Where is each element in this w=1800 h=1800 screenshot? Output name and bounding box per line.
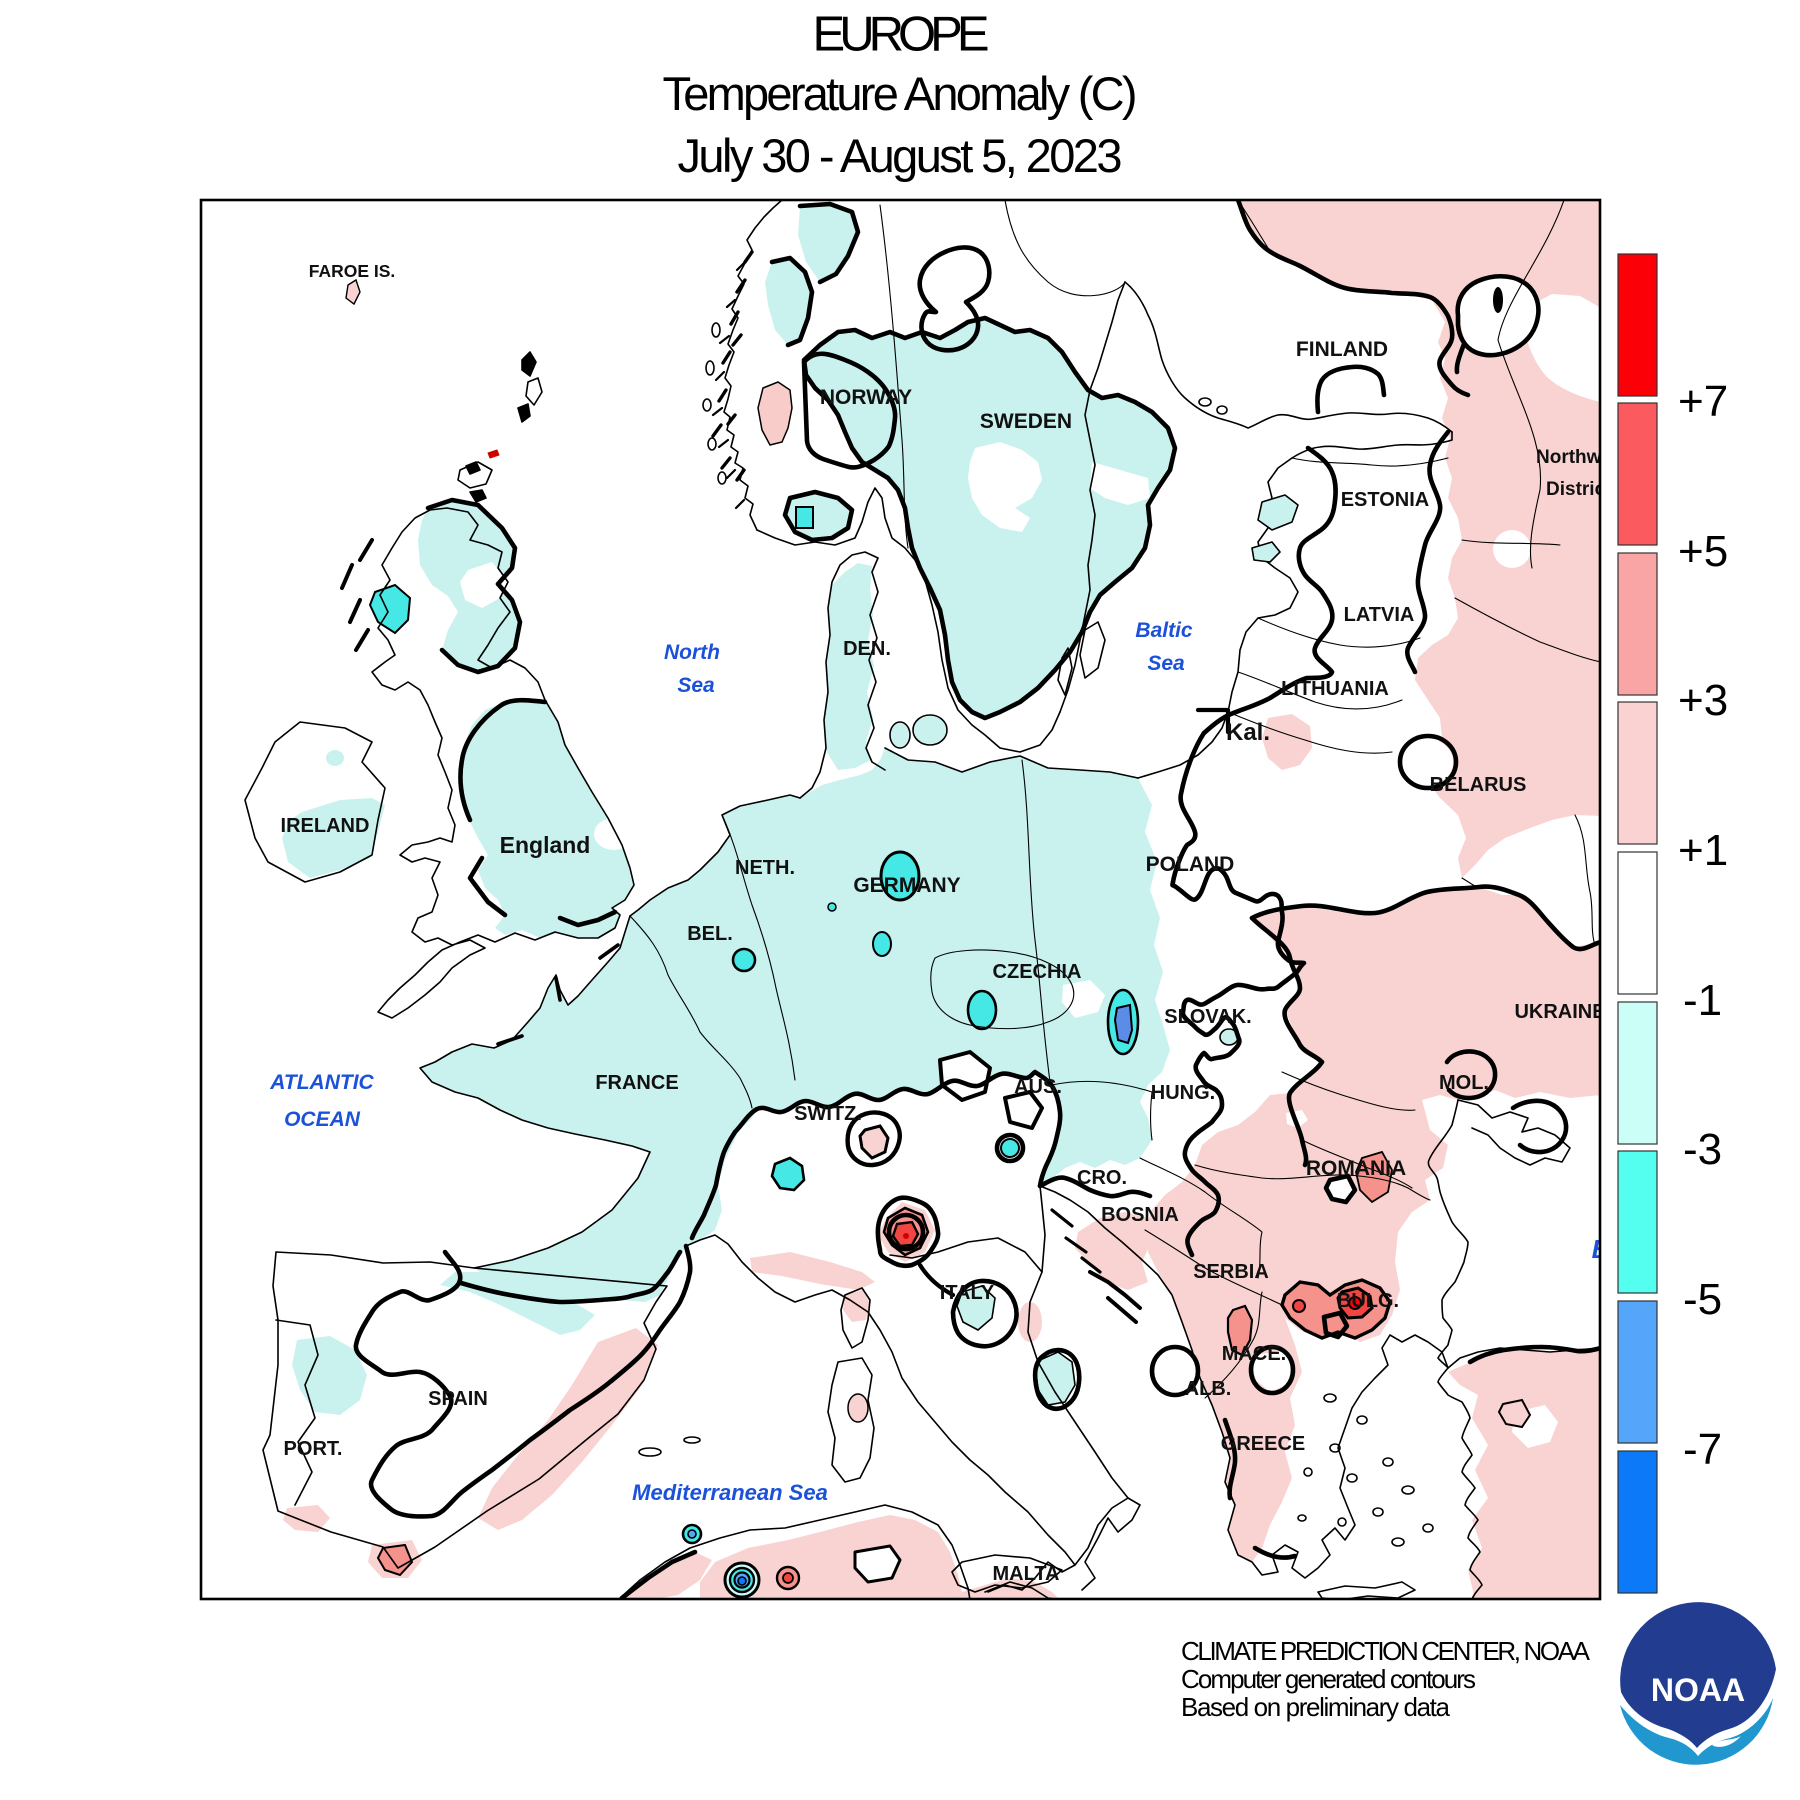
svg-text:OCEAN: OCEAN	[284, 1108, 361, 1131]
svg-text:LITHUANIA: LITHUANIA	[1281, 678, 1389, 700]
svg-text:-1: -1	[1683, 976, 1722, 1025]
svg-text:AUS.: AUS.	[1014, 1076, 1062, 1098]
svg-text:BULG.: BULG.	[1337, 1290, 1399, 1312]
svg-text:MALTA: MALTA	[992, 1563, 1059, 1585]
svg-text:BOSNIA: BOSNIA	[1101, 1204, 1179, 1226]
svg-text:UKRAINE: UKRAINE	[1514, 1001, 1605, 1023]
svg-text:BELARUS: BELARUS	[1430, 774, 1527, 796]
svg-text:SWEDEN: SWEDEN	[980, 410, 1072, 433]
svg-text:+5: +5	[1678, 527, 1728, 576]
svg-text:LATVIA: LATVIA	[1344, 604, 1415, 626]
svg-text:ATLANTIC: ATLANTIC	[269, 1071, 374, 1094]
svg-text:July 30 - August 5, 2023: July 30 - August 5, 2023	[678, 129, 1123, 182]
svg-text:GERMANY: GERMANY	[853, 874, 960, 897]
svg-text:CRO.: CRO.	[1077, 1167, 1127, 1189]
svg-text:North: North	[664, 641, 720, 664]
svg-text:Temperature Anomaly (C): Temperature Anomaly (C)	[663, 67, 1138, 120]
svg-text:MACE.: MACE.	[1222, 1343, 1286, 1365]
svg-text:PORT.: PORT.	[284, 1438, 343, 1460]
svg-text:SWITZ.: SWITZ.	[794, 1103, 862, 1125]
svg-text:POLAND: POLAND	[1146, 853, 1235, 876]
svg-text:HUNG.: HUNG.	[1151, 1082, 1215, 1104]
svg-text:CLIMATE PREDICTION CENTER, NOA: CLIMATE PREDICTION CENTER, NOAA	[1181, 1636, 1591, 1666]
svg-text:CZECHIA: CZECHIA	[993, 961, 1082, 983]
svg-text:+3: +3	[1678, 676, 1728, 725]
svg-text:-5: -5	[1683, 1275, 1722, 1324]
svg-text:NETH.: NETH.	[735, 857, 795, 879]
svg-text:England: England	[500, 832, 591, 858]
svg-text:EUROPE: EUROPE	[813, 8, 990, 62]
svg-text:FRANCE: FRANCE	[595, 1072, 678, 1094]
svg-text:SLOVAK.: SLOVAK.	[1164, 1006, 1251, 1028]
svg-text:FAROE IS.: FAROE IS.	[309, 261, 396, 281]
svg-text:Mediterranean Sea: Mediterranean Sea	[632, 1480, 828, 1505]
svg-text:ITALY: ITALY	[940, 1282, 995, 1304]
svg-text:Sea: Sea	[1147, 652, 1185, 675]
svg-text:SERBIA: SERBIA	[1193, 1261, 1269, 1283]
svg-text:+1: +1	[1678, 826, 1728, 875]
svg-text:Kal.: Kal.	[1226, 719, 1270, 746]
svg-text:Based on preliminary data: Based on preliminary data	[1181, 1692, 1451, 1722]
svg-text:ROMANIA: ROMANIA	[1306, 1157, 1406, 1180]
svg-text:DEN.: DEN.	[843, 638, 891, 660]
svg-text:ALB.: ALB.	[1185, 1378, 1232, 1400]
svg-text:Baltic: Baltic	[1135, 619, 1193, 642]
svg-text:-3: -3	[1683, 1125, 1722, 1174]
svg-text:ESTONIA: ESTONIA	[1341, 489, 1430, 511]
svg-text:FINLAND: FINLAND	[1296, 338, 1388, 361]
svg-text:Sea: Sea	[677, 674, 715, 697]
svg-text:+7: +7	[1678, 377, 1728, 426]
svg-text:NORWAY: NORWAY	[820, 386, 912, 409]
svg-text:NOAA: NOAA	[1651, 1672, 1745, 1708]
svg-text:B: B	[1592, 1234, 1611, 1264]
svg-text:SPAIN: SPAIN	[428, 1388, 488, 1410]
svg-text:Computer generated contours: Computer generated contours	[1181, 1664, 1476, 1694]
svg-text:MOL.: MOL.	[1439, 1072, 1489, 1094]
svg-text:IRELAND: IRELAND	[281, 815, 370, 837]
svg-text:Distric: Distric	[1546, 479, 1606, 500]
svg-text:-7: -7	[1683, 1425, 1722, 1474]
svg-text:Northwe: Northwe	[1536, 447, 1612, 468]
svg-text:BEL.: BEL.	[687, 923, 733, 945]
svg-text:GREECE: GREECE	[1221, 1433, 1305, 1455]
